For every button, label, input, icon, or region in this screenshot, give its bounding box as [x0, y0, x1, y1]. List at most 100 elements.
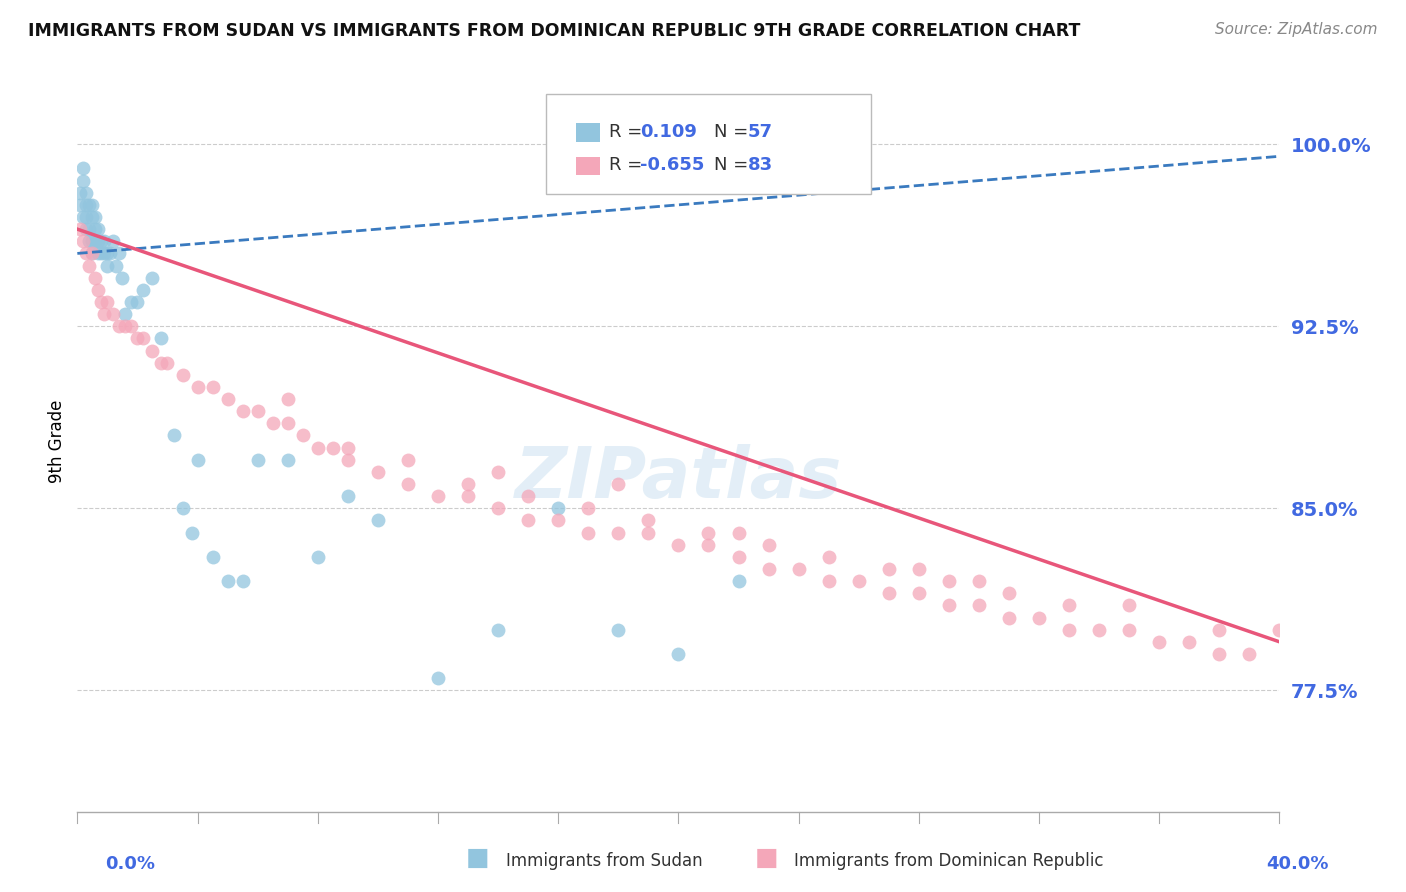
Text: N =: N = — [714, 156, 755, 174]
Point — [162, 428, 184, 442]
Point — [180, 525, 202, 540]
Point — [668, 538, 690, 552]
Point — [848, 574, 870, 588]
Text: 57: 57 — [748, 123, 773, 141]
Point — [93, 246, 115, 260]
Text: R =: R = — [609, 123, 648, 141]
Point — [1088, 623, 1111, 637]
Point — [457, 489, 479, 503]
Point — [90, 295, 112, 310]
Point — [1057, 599, 1080, 613]
Point — [87, 234, 110, 248]
Point — [547, 513, 569, 527]
Point — [90, 246, 112, 260]
Point — [141, 270, 163, 285]
Point — [201, 549, 224, 564]
Point — [938, 574, 960, 588]
Point — [1118, 599, 1140, 613]
Point — [637, 513, 659, 527]
Point — [87, 283, 110, 297]
Point — [307, 441, 329, 455]
Point — [1208, 647, 1230, 661]
Point — [172, 501, 194, 516]
Point — [246, 404, 269, 418]
Point — [486, 501, 509, 516]
Point — [87, 246, 110, 260]
Point — [72, 210, 94, 224]
Point — [100, 246, 122, 260]
Point — [607, 477, 630, 491]
Point — [908, 586, 931, 600]
Point — [84, 234, 107, 248]
Point — [75, 222, 97, 236]
Point — [132, 283, 155, 297]
Point — [607, 623, 630, 637]
Point — [427, 489, 450, 503]
Text: N =: N = — [714, 123, 755, 141]
Point — [758, 562, 780, 576]
Point — [336, 441, 359, 455]
Point — [96, 259, 118, 273]
Point — [120, 319, 142, 334]
Point — [1057, 623, 1080, 637]
Point — [637, 525, 659, 540]
Point — [396, 477, 419, 491]
Text: Source: ZipAtlas.com: Source: ZipAtlas.com — [1215, 22, 1378, 37]
Point — [150, 331, 173, 345]
Text: 0.0%: 0.0% — [105, 855, 156, 872]
Point — [82, 234, 104, 248]
Point — [93, 234, 115, 248]
Point — [108, 246, 131, 260]
Point — [79, 234, 101, 248]
Point — [307, 549, 329, 564]
Point — [79, 222, 101, 236]
Point — [607, 525, 630, 540]
Point — [103, 234, 125, 248]
Point — [82, 198, 104, 212]
Point — [114, 307, 136, 321]
Point — [877, 562, 900, 576]
Point — [186, 380, 209, 394]
Point — [697, 525, 720, 540]
Point — [127, 331, 149, 345]
Point — [877, 586, 900, 600]
Point — [277, 452, 299, 467]
Text: 83: 83 — [748, 156, 773, 174]
Point — [111, 270, 134, 285]
Point — [547, 501, 569, 516]
Point — [246, 452, 269, 467]
Point — [186, 452, 209, 467]
Point — [232, 574, 254, 588]
Text: IMMIGRANTS FROM SUDAN VS IMMIGRANTS FROM DOMINICAN REPUBLIC 9TH GRADE CORRELATIO: IMMIGRANTS FROM SUDAN VS IMMIGRANTS FROM… — [28, 22, 1080, 40]
Point — [90, 234, 112, 248]
Point — [396, 452, 419, 467]
Point — [201, 380, 224, 394]
Point — [217, 574, 239, 588]
Text: R =: R = — [609, 156, 648, 174]
FancyBboxPatch shape — [546, 94, 870, 194]
Point — [132, 331, 155, 345]
Point — [75, 210, 97, 224]
Point — [262, 417, 284, 431]
Point — [172, 368, 194, 382]
Point — [75, 198, 97, 212]
Point — [727, 574, 749, 588]
Text: 0.109: 0.109 — [640, 123, 697, 141]
Point — [817, 549, 839, 564]
Point — [96, 295, 118, 310]
Point — [336, 452, 359, 467]
Point — [69, 198, 91, 212]
Point — [322, 441, 344, 455]
Bar — [576, 123, 600, 142]
Point — [75, 186, 97, 200]
Point — [457, 477, 479, 491]
Point — [82, 246, 104, 260]
Point — [108, 319, 131, 334]
Point — [727, 549, 749, 564]
Text: ■: ■ — [755, 846, 778, 870]
Point — [105, 259, 128, 273]
Point — [517, 513, 540, 527]
Point — [787, 562, 810, 576]
Point — [87, 222, 110, 236]
Point — [1268, 623, 1291, 637]
